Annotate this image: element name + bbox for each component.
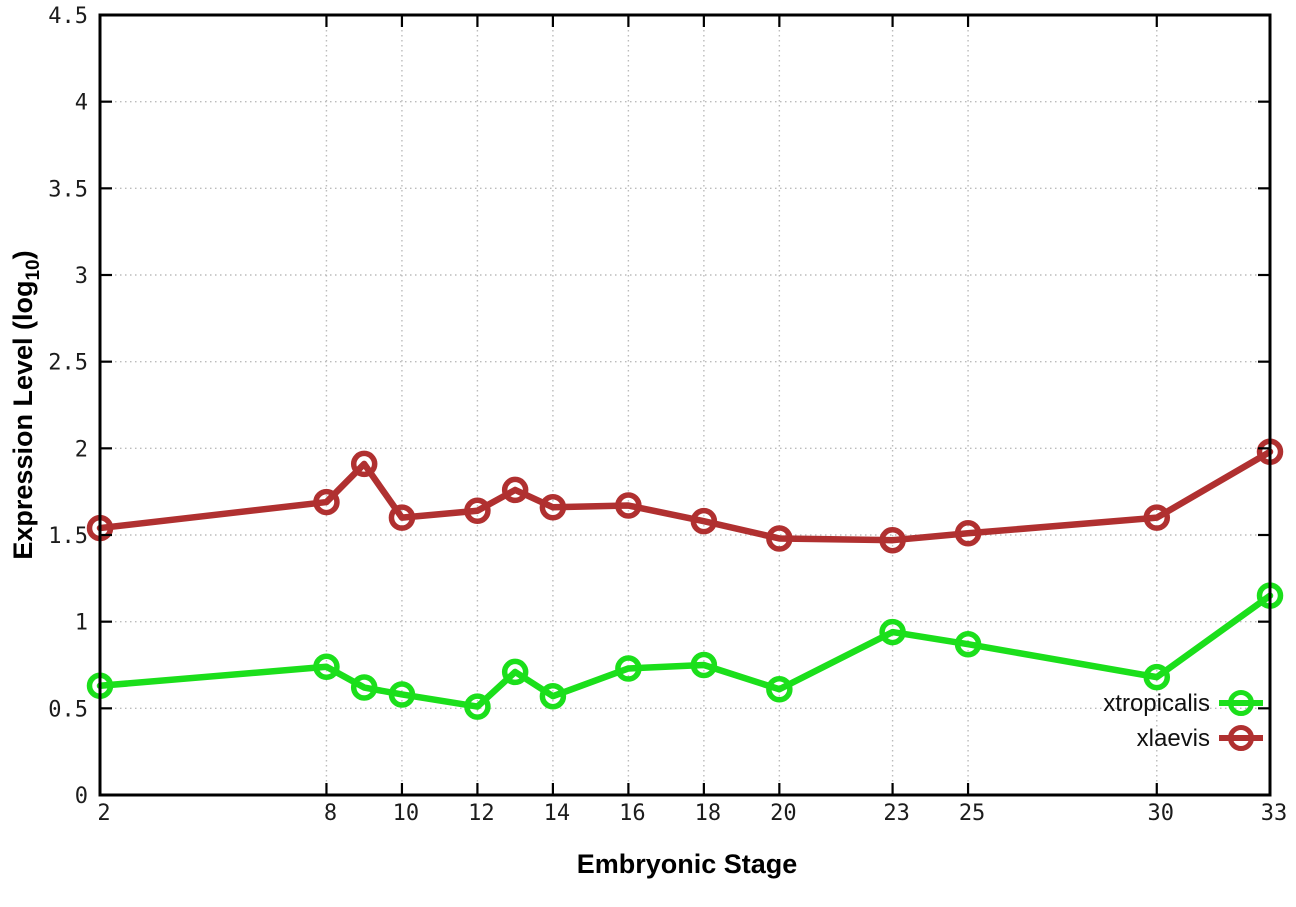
x-tick-label: 18	[695, 801, 722, 826]
x-tick-label: 33	[1261, 801, 1288, 826]
plot-border	[98, 13, 1272, 797]
y-tick-labels: 0 0.5 1 1.5 2 2.5 3 3.5 4 4.5	[48, 4, 88, 809]
x-axis-title: Embryonic Stage	[577, 849, 798, 879]
y-tick-label: 3.5	[48, 177, 88, 202]
y-tick-label: 2.5	[48, 351, 88, 376]
data-point-xtropicalis	[766, 676, 793, 703]
series-line-xlaevis	[96, 448, 1274, 544]
y-tick-label: 3	[75, 264, 88, 289]
x-tick-label: 10	[393, 801, 420, 826]
y-axis-title: Expression Level (log10)	[8, 250, 44, 559]
legend: xtropicalis xlaevis	[1103, 690, 1263, 752]
y-tick-label: 4	[75, 91, 88, 116]
data-point-xlaevis	[464, 497, 491, 524]
legend-label-xtropicalis: xtropicalis	[1103, 690, 1210, 717]
y-tick-label: 1	[75, 611, 88, 636]
y-axis-title-close: )	[8, 250, 38, 259]
data-point-xtropicalis	[313, 653, 340, 680]
x-tick-label: 25	[959, 801, 986, 826]
data-point-xlaevis	[954, 520, 982, 547]
x-tick-label: 2	[97, 801, 110, 826]
data-point-xtropicalis	[615, 655, 642, 682]
data-series	[86, 438, 1284, 720]
y-axis-title-subscript: 10	[23, 259, 44, 280]
y-tick-label: 1.5	[48, 524, 88, 549]
grid-lines	[100, 15, 1270, 795]
series-line-xtropicalis	[96, 592, 1274, 710]
legend-entry-xlaevis: xlaevis	[1137, 725, 1263, 752]
data-point-xlaevis	[766, 525, 793, 552]
x-tick-label: 16	[619, 801, 646, 826]
data-point-xtropicalis	[539, 682, 567, 710]
x-tick-label: 20	[770, 801, 797, 826]
data-point-xlaevis	[388, 504, 416, 531]
data-point-xlaevis	[501, 476, 529, 504]
axis-ticks	[98, 13, 1272, 797]
y-tick-label: 0	[75, 784, 88, 809]
x-tick-label: 23	[883, 801, 910, 826]
data-point-xtropicalis	[350, 674, 378, 701]
legend-entry-xtropicalis: xtropicalis	[1103, 690, 1263, 717]
data-point-xlaevis	[350, 450, 378, 478]
x-tick-label: 14	[544, 801, 571, 826]
data-point-xtropicalis	[388, 681, 416, 708]
data-point-xlaevis	[615, 492, 642, 519]
x-tick-labels: 2 8 10 12 14 16 18 20 23 25 30 33	[97, 801, 1287, 826]
y-tick-label: 0.5	[48, 697, 88, 722]
data-point-xlaevis	[879, 526, 906, 554]
data-point-xlaevis	[539, 494, 567, 521]
x-tick-label: 30	[1148, 801, 1175, 826]
data-point-xtropicalis	[464, 693, 491, 720]
data-point-xtropicalis	[879, 618, 906, 646]
legend-marker-circle-icon	[1228, 690, 1254, 716]
data-point-xlaevis	[313, 488, 340, 516]
data-point-xlaevis	[690, 507, 718, 535]
y-axis-title-base: Expression Level (log	[8, 281, 38, 560]
y-tick-label: 4.5	[48, 4, 88, 29]
x-tick-label: 12	[468, 801, 495, 826]
data-point-xtropicalis	[1143, 663, 1171, 691]
data-point-xtropicalis	[501, 658, 529, 686]
data-point-xlaevis	[1143, 504, 1171, 531]
legend-label-xlaevis: xlaevis	[1137, 725, 1210, 752]
x-tick-label: 8	[324, 801, 337, 826]
y-tick-label: 2	[75, 437, 88, 462]
data-point-xtropicalis	[954, 630, 982, 658]
data-point-xtropicalis	[690, 651, 718, 679]
legend-marker-circle-icon	[1228, 725, 1254, 751]
